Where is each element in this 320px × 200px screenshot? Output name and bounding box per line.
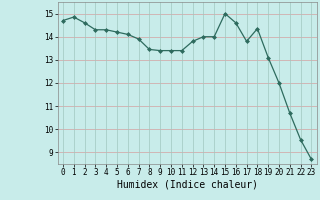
X-axis label: Humidex (Indice chaleur): Humidex (Indice chaleur) <box>117 180 258 190</box>
